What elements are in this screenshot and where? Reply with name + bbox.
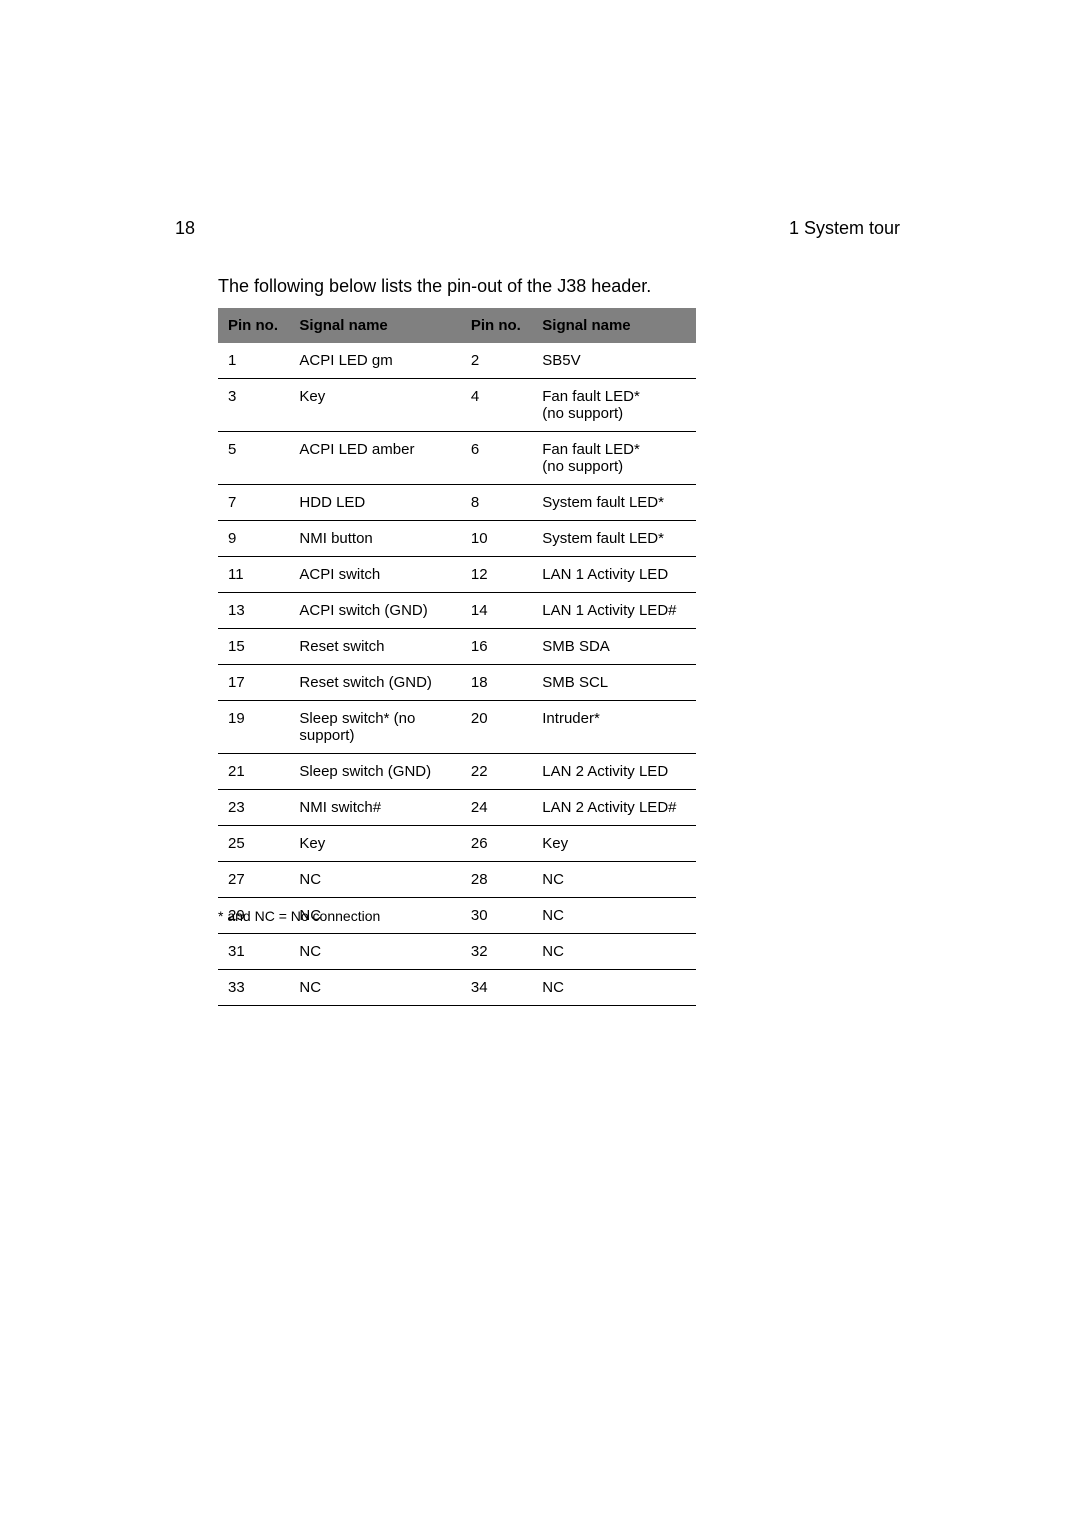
- table-row: 11ACPI switch12LAN 1 Activity LED: [218, 557, 696, 593]
- signal-left: HDD LED: [289, 485, 460, 521]
- signal-right: System fault LED*: [532, 485, 696, 521]
- signal-left: Reset switch (GND): [289, 665, 460, 701]
- signal-left: ACPI switch (GND): [289, 593, 460, 629]
- pin-right: 10: [461, 521, 532, 557]
- intro-text: The following below lists the pin-out of…: [218, 276, 651, 297]
- signal-right: Fan fault LED* (no support): [532, 432, 696, 485]
- table-row: 25Key26Key: [218, 826, 696, 862]
- col-header-pin-right: Pin no.: [461, 308, 532, 343]
- table-row: 19Sleep switch* (no support)20Intruder*: [218, 701, 696, 754]
- signal-left: ACPI LED gm: [289, 343, 460, 379]
- col-header-pin-left: Pin no.: [218, 308, 289, 343]
- pin-right: 34: [461, 970, 532, 1006]
- pin-left: 21: [218, 754, 289, 790]
- pin-right: 30: [461, 898, 532, 934]
- pin-left: 19: [218, 701, 289, 754]
- signal-right: System fault LED*: [532, 521, 696, 557]
- pin-right: 2: [461, 343, 532, 379]
- signal-left: ACPI LED amber: [289, 432, 460, 485]
- pin-left: 13: [218, 593, 289, 629]
- signal-left: Reset switch: [289, 629, 460, 665]
- table-row: 33NC34NC: [218, 970, 696, 1006]
- pin-right: 12: [461, 557, 532, 593]
- pin-right: 26: [461, 826, 532, 862]
- pin-left: 9: [218, 521, 289, 557]
- signal-left: ACPI switch: [289, 557, 460, 593]
- pin-left: 3: [218, 379, 289, 432]
- pin-right: 24: [461, 790, 532, 826]
- signal-right: LAN 1 Activity LED#: [532, 593, 696, 629]
- signal-right: SMB SDA: [532, 629, 696, 665]
- page-number: 18: [175, 218, 195, 239]
- pin-left: 17: [218, 665, 289, 701]
- pin-right: 16: [461, 629, 532, 665]
- pin-right: 32: [461, 934, 532, 970]
- footnote: * and NC = No connection: [218, 908, 380, 924]
- table-row: 13ACPI switch (GND)14LAN 1 Activity LED#: [218, 593, 696, 629]
- signal-right: LAN 2 Activity LED: [532, 754, 696, 790]
- signal-left: Key: [289, 379, 460, 432]
- table-row: 9NMI button10System fault LED*: [218, 521, 696, 557]
- pin-right: 4: [461, 379, 532, 432]
- pin-left: 33: [218, 970, 289, 1006]
- signal-right: LAN 1 Activity LED: [532, 557, 696, 593]
- table-row: 3Key4Fan fault LED* (no support): [218, 379, 696, 432]
- table-row: 7HDD LED8System fault LED*: [218, 485, 696, 521]
- pin-left: 5: [218, 432, 289, 485]
- pin-left: 1: [218, 343, 289, 379]
- table-body: 1ACPI LED gm2SB5V3Key4Fan fault LED* (no…: [218, 343, 696, 1006]
- signal-right: LAN 2 Activity LED#: [532, 790, 696, 826]
- signal-right: NC: [532, 862, 696, 898]
- table-header: Pin no. Signal name Pin no. Signal name: [218, 308, 696, 343]
- pin-right: 18: [461, 665, 532, 701]
- signal-left: NC: [289, 934, 460, 970]
- signal-right: NC: [532, 898, 696, 934]
- signal-left: NC: [289, 862, 460, 898]
- col-header-name-right: Signal name: [532, 308, 696, 343]
- pin-left: 11: [218, 557, 289, 593]
- signal-right: NC: [532, 970, 696, 1006]
- section-label: 1 System tour: [789, 218, 900, 239]
- signal-left: Sleep switch* (no support): [289, 701, 460, 754]
- signal-left: Sleep switch (GND): [289, 754, 460, 790]
- signal-left: NMI button: [289, 521, 460, 557]
- signal-right: Key: [532, 826, 696, 862]
- pin-table: Pin no. Signal name Pin no. Signal name …: [218, 308, 696, 1006]
- table-row: 15Reset switch16SMB SDA: [218, 629, 696, 665]
- pin-left: 23: [218, 790, 289, 826]
- table-row: 5ACPI LED amber6Fan fault LED* (no suppo…: [218, 432, 696, 485]
- pin-right: 28: [461, 862, 532, 898]
- table-row: 27NC28NC: [218, 862, 696, 898]
- signal-right: Fan fault LED* (no support): [532, 379, 696, 432]
- pin-left: 7: [218, 485, 289, 521]
- signal-right: NC: [532, 934, 696, 970]
- col-header-name-left: Signal name: [289, 308, 460, 343]
- pin-right: 20: [461, 701, 532, 754]
- table-row: 23NMI switch#24LAN 2 Activity LED#: [218, 790, 696, 826]
- pin-right: 14: [461, 593, 532, 629]
- signal-left: Key: [289, 826, 460, 862]
- table-row: 1ACPI LED gm2SB5V: [218, 343, 696, 379]
- signal-left: NC: [289, 970, 460, 1006]
- pin-left: 25: [218, 826, 289, 862]
- signal-left: NMI switch#: [289, 790, 460, 826]
- pin-left: 27: [218, 862, 289, 898]
- pin-right: 22: [461, 754, 532, 790]
- table-row: 17Reset switch (GND)18SMB SCL: [218, 665, 696, 701]
- pin-left: 31: [218, 934, 289, 970]
- pin-left: 15: [218, 629, 289, 665]
- pin-right: 8: [461, 485, 532, 521]
- table-row: 21Sleep switch (GND)22LAN 2 Activity LED: [218, 754, 696, 790]
- pin-right: 6: [461, 432, 532, 485]
- table-row: 31NC32NC: [218, 934, 696, 970]
- signal-right: SB5V: [532, 343, 696, 379]
- signal-right: Intruder*: [532, 701, 696, 754]
- document-page: 18 1 System tour The following below lis…: [0, 0, 1080, 1528]
- signal-right: SMB SCL: [532, 665, 696, 701]
